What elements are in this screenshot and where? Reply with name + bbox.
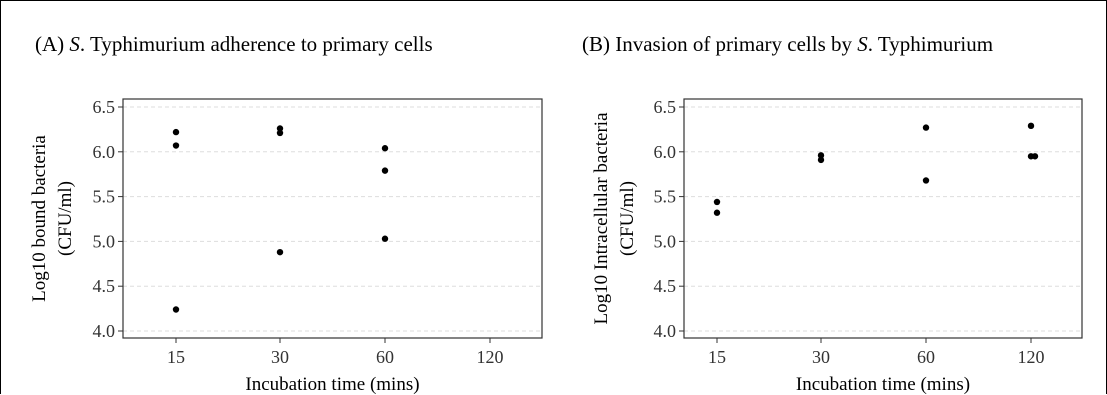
data-point	[922, 124, 930, 131]
y-tick-label: 5.5	[654, 187, 677, 207]
data-point	[381, 167, 389, 174]
data-point	[922, 177, 930, 184]
data-point	[1027, 122, 1035, 130]
y-tick-label: 4.0	[93, 321, 116, 341]
x-tick-label: 30	[271, 347, 289, 367]
data-point	[276, 248, 284, 256]
y-tick-label: 6.5	[654, 97, 677, 117]
data-point	[381, 145, 389, 152]
data-point	[172, 306, 180, 313]
y-tick-label: 6.0	[93, 142, 116, 162]
chart-title: (A) S. Typhimurium adherence to primary …	[35, 32, 433, 56]
y-tick-label: 5.5	[93, 187, 116, 207]
data-point	[172, 128, 180, 136]
x-tick-label: 120	[477, 347, 504, 367]
plot-frame	[122, 98, 543, 339]
data-point	[276, 125, 284, 132]
y-tick-label: 5.0	[654, 231, 677, 251]
y-tick-label: 6.0	[654, 142, 677, 162]
x-axis-label: Incubation time (mins)	[245, 374, 419, 395]
data-point	[817, 156, 825, 164]
data-point	[713, 209, 721, 216]
x-tick-label: 120	[1018, 347, 1045, 367]
chart-title: (B) Invasion of primary cells by S. Typh…	[582, 32, 993, 56]
y-tick-label: 6.5	[93, 97, 116, 117]
data-point	[381, 235, 389, 242]
data-point	[172, 142, 180, 149]
y-axis-label: Log10 Intracellular bacteria	[591, 112, 612, 325]
panel-a: (A) S. Typhimurium adherence to primary …	[29, 32, 543, 395]
y-axis-label-units: (CFU/ml)	[55, 181, 76, 256]
x-tick-label: 15	[708, 347, 726, 367]
x-tick-label: 60	[917, 347, 935, 367]
y-axis-label-units: (CFU/ml)	[617, 181, 638, 256]
y-axis-label: Log10 bound bacteria	[29, 135, 50, 302]
x-tick-label: 15	[167, 347, 185, 367]
plot-frame	[683, 98, 1083, 339]
data-point	[276, 129, 284, 137]
data-point	[817, 152, 825, 159]
panel-b: (B) Invasion of primary cells by S. Typh…	[582, 32, 1083, 395]
y-tick-label: 4.5	[93, 276, 116, 296]
y-tick-label: 4.0	[654, 321, 677, 341]
x-tick-label: 60	[376, 347, 394, 367]
x-tick-label: 30	[812, 347, 830, 367]
data-point	[1031, 153, 1039, 160]
y-tick-label: 5.0	[93, 231, 116, 251]
x-axis-label: Incubation time (mins)	[796, 374, 970, 395]
data-point	[713, 198, 721, 206]
y-tick-label: 4.5	[654, 276, 677, 296]
